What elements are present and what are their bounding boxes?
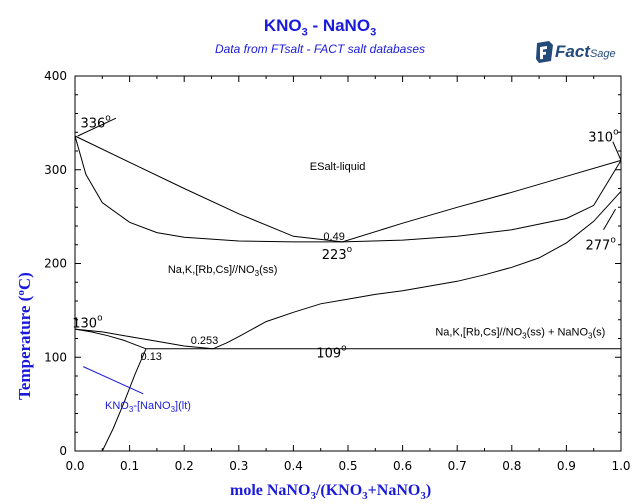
- x-tick-label: 0.0: [65, 459, 84, 473]
- chart-subtitle: Data from FTsalt - FACT salt databases: [214, 42, 426, 56]
- phase-boundary-6: [101, 348, 147, 452]
- y-tick-label: 200: [44, 257, 67, 271]
- logo-sage: Sage: [589, 48, 616, 60]
- curves: [74, 135, 622, 452]
- factsage-logo-icon: [536, 41, 553, 63]
- leader-277: [603, 208, 616, 231]
- factsage-logo-text: FactSage: [545, 42, 616, 62]
- x-tick-label: 0.9: [557, 459, 576, 473]
- x-tick-label: 0.2: [175, 459, 194, 473]
- annotation-8: 130o: [72, 313, 103, 331]
- annotation-7: Na,K,[Rb,Cs]//NO3(ss): [168, 264, 278, 278]
- plot-frame: [74, 75, 622, 452]
- x-tick-label: 0.3: [229, 459, 248, 473]
- y-tick-label: 0: [59, 444, 67, 458]
- x-tick-label: 0.5: [338, 459, 357, 473]
- x-tick-label: 0.4: [284, 459, 303, 473]
- y-tick-label: 300: [44, 163, 67, 177]
- x-tick-label: 0.7: [448, 459, 467, 473]
- blue-region-label: KNO3-[NaNO3](lt): [105, 400, 191, 414]
- factsage-logo: FactSage: [535, 36, 635, 76]
- annotation-4: 0.49: [323, 231, 344, 243]
- x-tick-label: 0.1: [120, 459, 139, 473]
- x-axis-label: mole NaNO3/(KNO3+NaNO3): [230, 482, 431, 502]
- annotation-12: 0.13: [141, 351, 162, 363]
- axes: 0.0 0.1 0.2 0.3 0.4 0.5 0.6 0.7 0.8 0.9 1.0 0 100 200…: [44, 69, 630, 473]
- phase-boundary-5: [74, 328, 147, 350]
- x-tick-label: 0.8: [502, 459, 521, 473]
- x-tick-label: 1.0: [611, 459, 630, 473]
- annotation-2: 310o: [588, 128, 619, 146]
- blue-leader-line: [82, 366, 144, 395]
- annotation-1: 336o: [80, 114, 111, 132]
- chart-title: KNO3 - NaNO3: [263, 16, 377, 39]
- annotation-9: 0.253: [191, 335, 219, 347]
- y-tick-label: 100: [44, 350, 67, 364]
- leader-310: [612, 141, 622, 161]
- annotation-5: 223o: [322, 245, 353, 263]
- annotation-11: Na,K,[Rb,Cs]//NO3(ss) + NaNO3(s): [435, 327, 605, 341]
- phase-boundary-1: [74, 135, 622, 243]
- y-tick-label: 400: [44, 69, 67, 83]
- y-axis-label: Temperature (oC): [15, 272, 34, 400]
- phase-boundary-3: [212, 190, 622, 350]
- leader-336: [77, 117, 117, 137]
- annotation-10: 109o: [316, 343, 347, 361]
- annotations: 336o 310o ESalt-liquid 0.49 223o 277o Na,K,[Rb…: [72, 114, 622, 414]
- annotation-6: 277o: [586, 235, 617, 253]
- annotation-3: ESalt-liquid: [310, 161, 366, 173]
- x-tick-label: 0.6: [393, 459, 412, 473]
- phase-boundary-2: [74, 135, 622, 243]
- phase-boundary-4: [74, 328, 214, 350]
- logo-fact: Fact: [555, 42, 590, 61]
